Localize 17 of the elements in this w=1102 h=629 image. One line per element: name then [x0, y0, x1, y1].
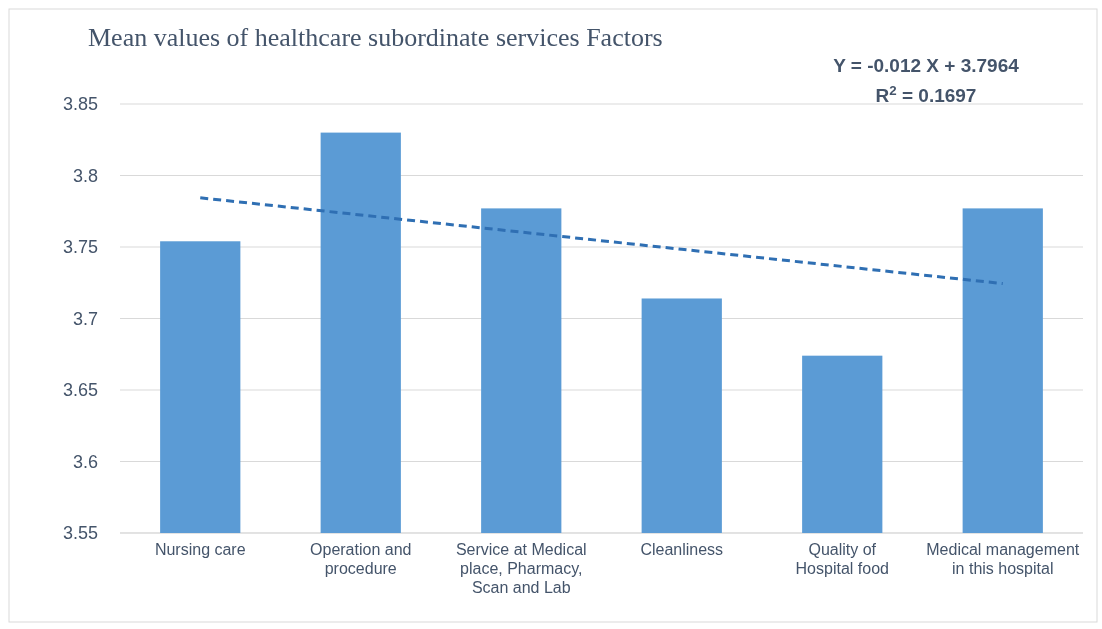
- x-tick-label: Service at Medical place, Pharmacy, Scan and Lab: [455, 541, 587, 596]
- y-tick-label: 3.65: [62, 380, 98, 401]
- y-tick-label: 3.6: [72, 451, 98, 472]
- y-tick-label: 3.85: [62, 94, 98, 115]
- y-tick-label: 3.7: [72, 308, 98, 329]
- y-tick-label: 3.55: [62, 523, 98, 544]
- x-tick-label: Medical management in this hospital: [926, 541, 1080, 577]
- x-tick-label: Operation and procedure: [310, 541, 412, 577]
- x-tick-label: Nursing care: [154, 541, 246, 558]
- annotation: R$^{2}$ = 0.1697: [875, 82, 977, 106]
- x-tick-label: Quality of Hospital food: [795, 541, 889, 577]
- line-series: [198, 196, 1005, 286]
- chart-title: Mean values of healthcare subordinate services Factors: [88, 23, 663, 52]
- y-tick-label: 3.75: [62, 237, 98, 258]
- y-tick-label: 3.8: [72, 165, 98, 186]
- x-tick-label: Cleanliness: [640, 541, 724, 558]
- text: Y = -0.012 X + 3.7964: [833, 55, 1020, 76]
